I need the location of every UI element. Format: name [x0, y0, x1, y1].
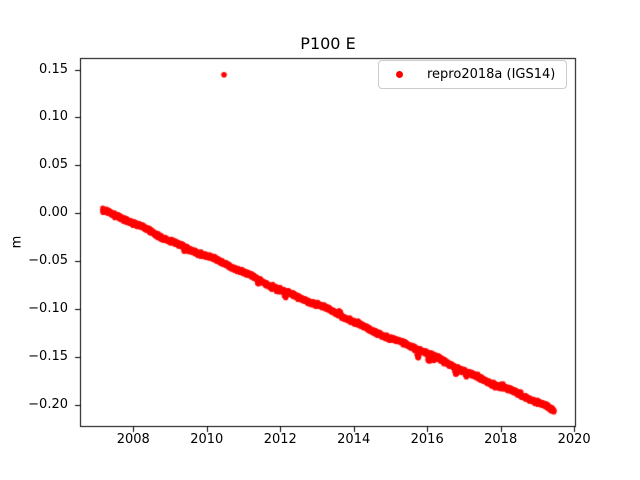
x-tick-label: 2016: [410, 432, 444, 447]
legend: repro2018a (IGS14): [378, 60, 567, 89]
y-tick-label: −0.15: [28, 349, 68, 365]
x-tick-label: 2010: [190, 432, 224, 447]
legend-marker-icon: [396, 71, 403, 78]
y-tick-label: 0.10: [39, 109, 68, 125]
legend-label: repro2018a (IGS14): [427, 67, 556, 82]
x-tick-label: 2014: [337, 432, 371, 447]
y-tick-label: 0.00: [39, 205, 68, 221]
x-tick-label: 2008: [116, 432, 150, 447]
y-tick-label: 0.15: [39, 61, 68, 77]
chart-title: P100 E: [300, 34, 356, 53]
y-tick-label: 0.05: [39, 157, 68, 173]
y-axis-label: m: [9, 235, 25, 249]
x-tick-label: 2012: [263, 432, 297, 447]
x-tick-label: 2020: [557, 432, 591, 447]
x-tick-label: 2018: [484, 432, 518, 447]
y-tick-label: −0.05: [28, 253, 68, 269]
y-tick-label: −0.20: [28, 396, 68, 412]
y-tick-label: −0.10: [28, 301, 68, 317]
